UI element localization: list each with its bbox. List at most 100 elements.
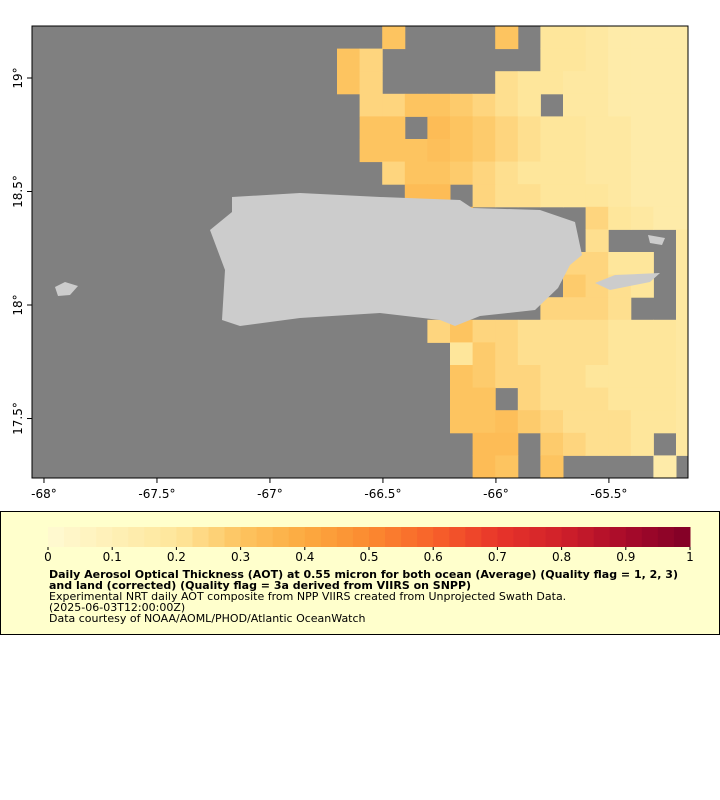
aot-cell bbox=[540, 116, 564, 140]
colorbar-swatch bbox=[465, 527, 482, 547]
aot-cell bbox=[608, 319, 632, 343]
colorbar-swatch bbox=[417, 527, 434, 547]
aot-cell bbox=[585, 93, 609, 117]
colorbar-swatch bbox=[240, 527, 258, 547]
aot-cell bbox=[585, 48, 609, 72]
colorbar-swatch bbox=[449, 527, 466, 547]
aot-cell bbox=[653, 342, 677, 366]
aot-cell bbox=[563, 297, 587, 321]
aot-cell bbox=[653, 455, 677, 479]
aot-cell bbox=[585, 26, 609, 50]
aot-cell bbox=[337, 71, 361, 95]
aot-cell bbox=[563, 161, 587, 185]
aot-cell bbox=[472, 410, 496, 434]
aot-cell bbox=[676, 184, 689, 208]
aot-cell bbox=[608, 387, 632, 411]
colorbar: 0 0.1 0.2 0.3 0.4 0.5 0.6 0.7 0.8 0.9 1 bbox=[44, 527, 694, 564]
aot-cell bbox=[676, 71, 689, 95]
colorbar-swatch bbox=[529, 527, 547, 547]
colorbar-swatch bbox=[192, 527, 209, 547]
colorbar-swatch bbox=[208, 527, 226, 547]
colorbar-tick-label: 0 bbox=[44, 550, 52, 564]
aot-cell bbox=[608, 26, 632, 50]
aot-cell bbox=[382, 161, 406, 185]
aot-cell bbox=[427, 116, 451, 140]
aot-cell bbox=[676, 432, 689, 456]
aot-cell bbox=[540, 161, 564, 185]
aot-cell bbox=[676, 206, 689, 230]
colorbar-tick-label: 1 bbox=[686, 550, 694, 564]
aot-cell bbox=[676, 297, 689, 321]
y-tick-label: 18.5° bbox=[11, 175, 25, 208]
colorbar-swatch bbox=[545, 527, 563, 547]
colorbar-swatch bbox=[641, 527, 659, 547]
aot-cell bbox=[382, 116, 406, 140]
aot-cell bbox=[495, 319, 519, 343]
aot-cell bbox=[676, 116, 689, 140]
aot-cell bbox=[540, 297, 564, 321]
colorbar-tick-label: 0.1 bbox=[103, 550, 122, 564]
aot-cell bbox=[472, 93, 496, 117]
aot-cell bbox=[630, 26, 654, 50]
aot-cell bbox=[608, 365, 632, 389]
aot-cell bbox=[495, 26, 519, 50]
aot-cell bbox=[495, 410, 519, 434]
colorbar-swatch bbox=[593, 527, 611, 547]
aot-cell bbox=[585, 432, 609, 456]
aot-cell bbox=[495, 432, 519, 456]
aot-cell bbox=[608, 297, 632, 321]
aot-cell bbox=[630, 319, 654, 343]
aot-cell bbox=[563, 365, 587, 389]
aot-cell bbox=[608, 139, 632, 163]
aot-cell bbox=[540, 26, 564, 50]
colorbar-swatch bbox=[513, 527, 530, 547]
aot-cell bbox=[653, 139, 677, 163]
aot-cell bbox=[630, 432, 654, 456]
colorbar-swatch bbox=[369, 527, 386, 547]
colorbar-swatch bbox=[288, 527, 306, 547]
colorbar-swatch bbox=[48, 527, 65, 547]
aot-cell bbox=[495, 161, 519, 185]
aot-cell bbox=[450, 161, 474, 185]
cells bbox=[337, 26, 689, 479]
aot-cell bbox=[495, 365, 519, 389]
aot-cell bbox=[427, 319, 451, 343]
map-frame bbox=[31, 25, 689, 479]
aot-cell bbox=[495, 116, 519, 140]
aot-cell bbox=[653, 206, 677, 230]
aot-cell bbox=[472, 365, 496, 389]
aot-cell bbox=[359, 93, 383, 117]
aot-cell bbox=[676, 319, 689, 343]
aot-cell bbox=[676, 161, 689, 185]
aot-cell bbox=[404, 93, 428, 117]
aot-cell bbox=[630, 71, 654, 95]
aot-cell bbox=[563, 26, 587, 50]
land bbox=[648, 235, 665, 245]
aot-cell bbox=[337, 48, 361, 72]
x-tick-label: -66.5° bbox=[364, 487, 401, 501]
aot-cell bbox=[540, 71, 564, 95]
aot-cell bbox=[608, 71, 632, 95]
aot-cell bbox=[517, 71, 541, 95]
y-tick-label: 18° bbox=[11, 294, 25, 315]
legend: 0 0.1 0.2 0.3 0.4 0.5 0.6 0.7 0.8 0.9 1 Daily Aero… bbox=[0, 511, 720, 635]
x-tick-label: -67° bbox=[257, 487, 283, 501]
aot-cell bbox=[517, 139, 541, 163]
aot-cell bbox=[608, 48, 632, 72]
aot-cell bbox=[585, 206, 609, 230]
land bbox=[210, 193, 582, 326]
aot-cell bbox=[563, 342, 587, 366]
aot-cell bbox=[472, 342, 496, 366]
aot-cell bbox=[630, 139, 654, 163]
map: -68° -67.5° -67° -66.5° -66° -65.5° 17.5° 18° 18… bbox=[11, 25, 689, 501]
colorbar-swatch bbox=[497, 527, 514, 547]
aot-cell bbox=[563, 432, 587, 456]
aot-cell bbox=[676, 410, 689, 434]
aot-cell bbox=[540, 455, 564, 479]
aot-cell bbox=[382, 93, 406, 117]
aot-cell bbox=[676, 48, 689, 72]
aot-cell bbox=[540, 387, 564, 411]
x-tick-label: -67.5° bbox=[138, 487, 175, 501]
aot-cell bbox=[359, 116, 383, 140]
